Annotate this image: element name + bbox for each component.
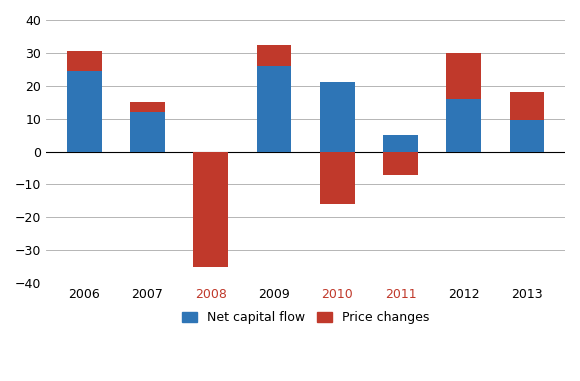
Bar: [130, 112, 165, 152]
Bar: [447, 53, 481, 99]
Bar: [383, 152, 418, 174]
Legend: Net capital flow, Price changes: Net capital flow, Price changes: [177, 306, 434, 330]
Bar: [447, 99, 481, 152]
Bar: [67, 51, 102, 71]
Bar: [510, 92, 545, 120]
Bar: [130, 102, 165, 112]
Bar: [383, 135, 418, 152]
Bar: [256, 45, 291, 66]
Bar: [320, 82, 354, 152]
Bar: [193, 152, 228, 267]
Bar: [256, 66, 291, 152]
Bar: [510, 120, 545, 152]
Bar: [67, 71, 102, 152]
Bar: [320, 152, 354, 204]
